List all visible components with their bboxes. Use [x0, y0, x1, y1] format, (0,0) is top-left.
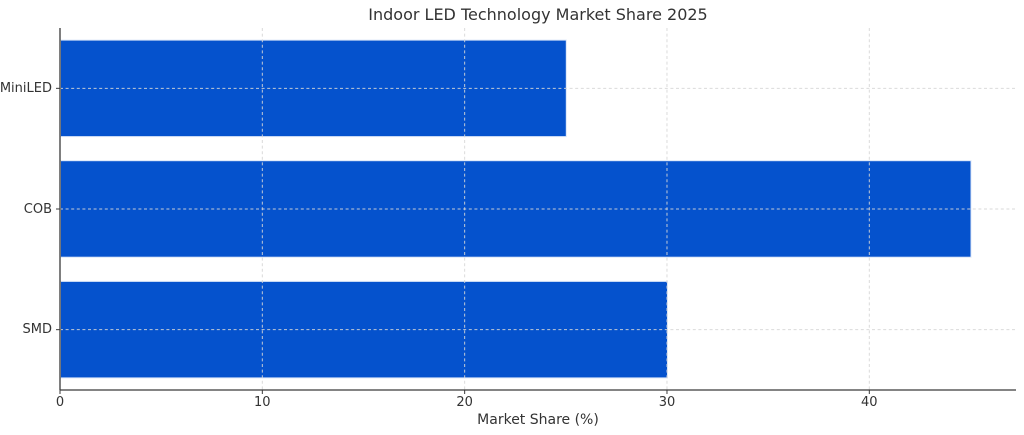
- x-tick-label-10: 10: [254, 395, 271, 410]
- x-tick-label-20: 20: [456, 395, 473, 410]
- y-tick-label-miniled: MiniLED: [0, 80, 52, 96]
- x-tick-label-30: 30: [658, 395, 676, 410]
- y-tick-label-cob: COB: [23, 201, 52, 217]
- x-axis-label: Market Share (%): [477, 412, 599, 428]
- x-tick-label-40: 40: [861, 395, 878, 410]
- chart-title: Indoor LED Technology Market Share 2025: [368, 5, 708, 24]
- x-tick-label-0: 0: [55, 395, 65, 410]
- y-tick-label-smd: SMD: [22, 322, 52, 338]
